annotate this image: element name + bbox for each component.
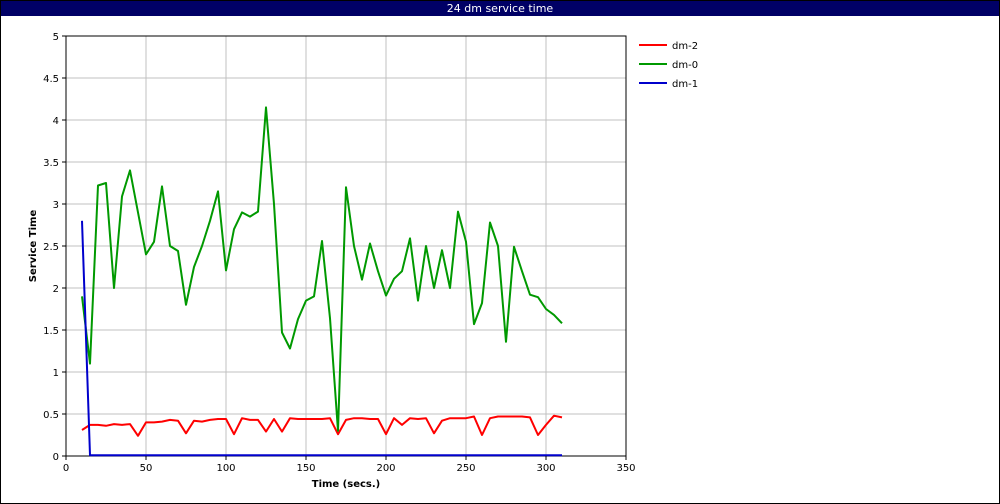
series-line-dm-1 bbox=[81, 220, 562, 457]
y-tick-label: 4 bbox=[53, 116, 59, 127]
x-tick-label: 250 bbox=[456, 463, 475, 474]
legend-label-dm-1: dm-1 bbox=[672, 79, 698, 90]
chart-title: 24 dm service time bbox=[1, 1, 999, 16]
y-tick-label: 0 bbox=[53, 452, 59, 463]
x-tick-label: 350 bbox=[616, 463, 635, 474]
tick-labels: 0 50 100 150 200 250 300 350 0 0.5 1 1.5 2 2.5 3 3.5 4 4.… bbox=[43, 32, 635, 474]
legend-label-dm-2: dm-2 bbox=[672, 41, 698, 52]
x-tick-label: 0 bbox=[63, 463, 69, 474]
x-tick-label: 300 bbox=[536, 463, 555, 474]
y-tick-label: 5 bbox=[53, 32, 59, 43]
legend-label-dm-0: dm-0 bbox=[672, 60, 698, 71]
series-lines bbox=[81, 106, 563, 457]
x-tick-label: 150 bbox=[296, 463, 315, 474]
y-tick-label: 0.5 bbox=[43, 410, 59, 421]
y-axis-label: Service Time bbox=[28, 210, 39, 283]
series-line-dm-0 bbox=[81, 106, 563, 432]
series-line-dm-2 bbox=[81, 414, 563, 437]
x-tick-label: 200 bbox=[376, 463, 395, 474]
y-tick-label: 2 bbox=[53, 284, 59, 295]
grid-lines bbox=[65, 35, 627, 457]
y-tick-label: 3 bbox=[53, 200, 59, 211]
y-tick-label: 4.5 bbox=[43, 74, 59, 85]
y-tick-label: 1.5 bbox=[43, 326, 59, 337]
x-axis-label: Time (secs.) bbox=[312, 479, 381, 490]
x-tick-label: 100 bbox=[216, 463, 235, 474]
legend: dm-2 dm-0 dm-1 bbox=[639, 41, 698, 90]
y-tick-label: 3.5 bbox=[43, 158, 59, 169]
y-tick-label: 2.5 bbox=[43, 242, 59, 253]
y-tick-label: 1 bbox=[53, 368, 59, 379]
x-tick-label: 50 bbox=[140, 463, 153, 474]
